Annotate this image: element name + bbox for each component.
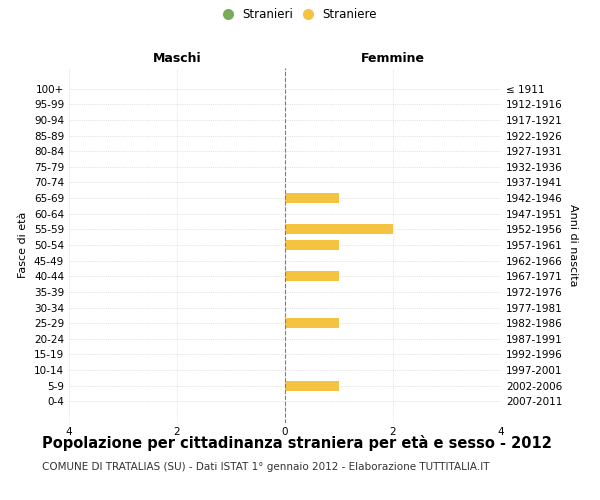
Bar (285, 318, 339, 328)
Text: COMUNE DI TRATALIAS (SU) - Dati ISTAT 1° gennaio 2012 - Elaborazione TUTTITALIA.: COMUNE DI TRATALIAS (SU) - Dati ISTAT 1°… (42, 462, 490, 472)
Bar (285, 271, 339, 281)
Legend: Stranieri, Straniere: Stranieri, Straniere (221, 6, 379, 24)
Text: Popolazione per cittadinanza straniera per età e sesso - 2012: Popolazione per cittadinanza straniera p… (42, 435, 552, 451)
Text: Maschi: Maschi (152, 52, 202, 65)
Bar (285, 240, 339, 250)
Y-axis label: Fasce di età: Fasce di età (19, 212, 28, 278)
Bar (285, 380, 339, 390)
Text: Femmine: Femmine (361, 52, 425, 65)
Y-axis label: Anni di nascita: Anni di nascita (568, 204, 578, 286)
Bar (285, 193, 339, 203)
Bar (285, 224, 393, 234)
